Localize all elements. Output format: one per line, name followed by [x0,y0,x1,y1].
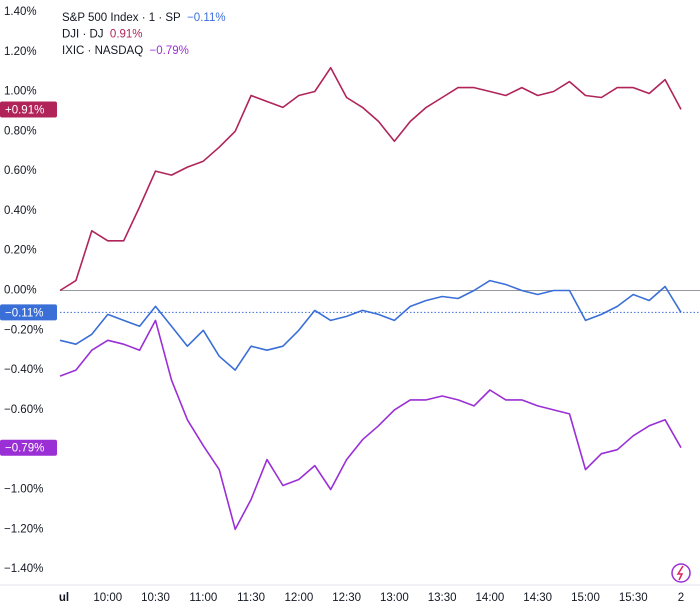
badge-bg [0,439,57,456]
series-line [59,66,682,292]
y-tick-label: 1.40% [4,6,37,18]
y-tick-label: 0.80% [4,125,37,137]
series-line [59,319,682,531]
legend-entry: DJI · DJ 0.91% [62,29,143,41]
x-tick-label: ul [59,592,69,604]
x-tick-label: 12:30 [332,592,361,604]
x-tick-label: 10:30 [141,592,170,604]
legend-value: 0.91% [110,29,143,41]
y-tick-label: 1.00% [4,86,37,98]
x-tick-label: 14:30 [523,592,552,604]
badge-label: −0.11% [5,307,43,319]
y-tick-label: −1.00% [4,484,43,496]
x-tick-label: 11:00 [189,592,217,604]
badge-label: −0.79% [5,443,44,455]
logo-icon [671,563,691,583]
legend-name: DJI · DJ [62,29,104,41]
value-badge: −0.79% [0,439,57,456]
series-line [59,279,682,371]
y-tick-label: −0.20% [4,324,43,336]
y-tick-label: 1.20% [4,46,37,58]
badge-bg [0,304,57,321]
y-tick-label: 0.40% [4,205,37,217]
y-tick-label: −0.40% [4,364,43,376]
x-tick-label: 13:00 [380,592,409,604]
x-tick-label: 15:30 [619,592,648,604]
legend-value: −0.11% [187,12,225,24]
badge-label: +0.91% [5,104,44,116]
y-tick-label: 0.60% [4,165,37,177]
y-tick-label: 0.00% [4,285,37,297]
legend-name: IXIC · NASDAQ [62,45,143,57]
y-tick-label: −0.60% [4,404,43,416]
y-tick-label: 0.20% [4,245,37,257]
x-tick-label: 13:30 [428,592,457,604]
legend-entry: IXIC · NASDAQ −0.79% [62,45,189,57]
value-badge: +0.91% [0,101,57,118]
legend-value: −0.79% [150,45,189,57]
legend-name: S&P 500 Index · 1 · SP [62,12,181,24]
x-tick-label: 14:00 [476,592,505,604]
y-tick-label: −1.20% [4,523,43,535]
y-tick-label: −1.40% [4,563,43,575]
x-tick-label: 15:00 [571,592,600,604]
value-badge: −0.11% [0,304,57,321]
x-tick-label: 10:00 [93,592,122,604]
x-tick-label: 12:00 [284,592,313,604]
x-tick-label: 2 [678,592,684,604]
x-tick-label: 11:30 [237,592,265,604]
legend-entry: S&P 500 Index · 1 · SP −0.11% [62,12,226,24]
badge-bg [0,101,57,118]
